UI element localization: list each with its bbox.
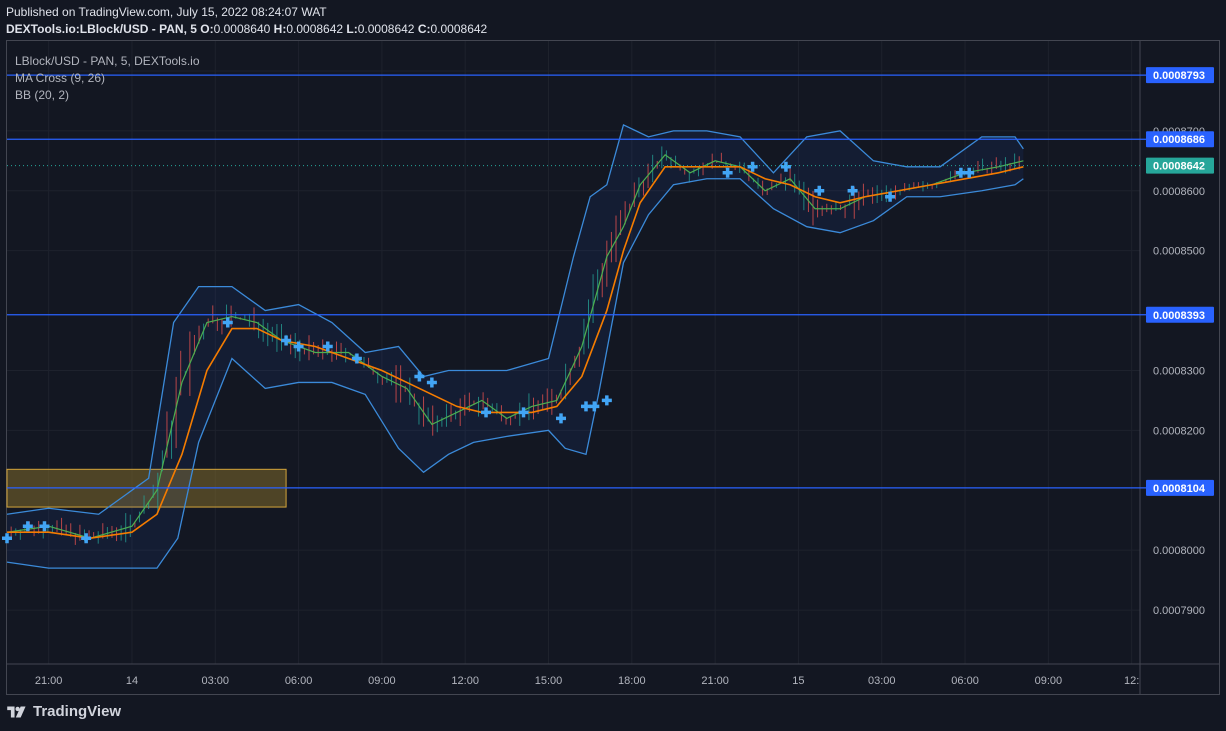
cross-marker-20 xyxy=(814,185,825,196)
price-chart[interactable]: 0.0007900 0.0008000 0.0008200 0.0008300 0.00… xyxy=(0,0,1226,700)
cross-marker-7 xyxy=(322,341,333,352)
chart-header: Published on TradingView.com, July 15, 2… xyxy=(0,0,1226,40)
cross-marker-22 xyxy=(885,191,896,202)
x-tick-label-4: 09:00 xyxy=(368,675,396,687)
x-tick-label-5: 12:00 xyxy=(451,675,479,687)
level-label-0: 0.0008793 xyxy=(1153,70,1205,82)
cross-marker-13 xyxy=(556,413,567,424)
chart-area[interactable] xyxy=(6,40,1220,695)
y-tick-label-2: 0.0008200 xyxy=(1153,425,1205,437)
cross-marker-4 xyxy=(222,317,233,328)
x-tick-label-1: 14 xyxy=(126,675,138,687)
last-price-label: 0.0008642 xyxy=(1153,161,1205,173)
cross-marker-8 xyxy=(351,353,362,364)
open-label: O: xyxy=(200,22,214,36)
cross-marker-11 xyxy=(481,407,492,418)
level-label-1: 0.0008686 xyxy=(1153,134,1205,146)
y-tick-label-3: 0.0008300 xyxy=(1153,365,1205,377)
close-label: C: xyxy=(417,22,431,36)
x-tick-label-2: 03:00 xyxy=(202,675,230,687)
cross-marker-16 xyxy=(601,395,612,406)
tradingview-logo-icon xyxy=(7,706,26,717)
low-label: L: xyxy=(346,22,358,36)
ohlc-readout: DEXTools.io:LBlock/USD - PAN, 5 O:0.0008… xyxy=(6,22,487,36)
legend-title[interactable]: LBlock/USD - PAN, 5, DEXTools.io xyxy=(15,54,200,68)
y-tick-label-4: 0.0008500 xyxy=(1153,246,1205,258)
close-value: 0.0008642 xyxy=(430,22,488,36)
level-label-bg-1 xyxy=(1146,131,1214,148)
cross-marker-2 xyxy=(39,521,50,532)
cross-marker-6 xyxy=(293,341,304,352)
cross-marker-24 xyxy=(964,167,975,178)
x-tick-label-13: 12: xyxy=(1124,675,1139,687)
indicator-legend: LBlock/USD - PAN, 5, DEXTools.io MA Cros… xyxy=(15,53,200,104)
x-tick-label-0: 21:00 xyxy=(35,675,63,687)
legend-ma-cross[interactable]: MA Cross (9, 26) xyxy=(15,71,106,85)
low-value: 0.0008642 xyxy=(357,22,415,36)
last-price-label-bg xyxy=(1146,157,1214,174)
high-value: 0.0008642 xyxy=(286,22,344,36)
brand-name: TradingView xyxy=(33,703,122,720)
y-tick-label-0: 0.0007900 xyxy=(1153,605,1205,617)
bollinger-band-fill xyxy=(7,124,1024,569)
x-tick-label-7: 18:00 xyxy=(618,675,646,687)
level-label-bg-0 xyxy=(1146,67,1214,84)
symbol-label: DEXTools.io:LBlock/USD - PAN, 5 xyxy=(6,22,197,36)
legend-bollinger[interactable]: BB (20, 2) xyxy=(15,88,70,102)
x-tick-label-6: 15:00 xyxy=(535,675,563,687)
high-label: H: xyxy=(273,22,287,36)
cross-marker-12 xyxy=(518,407,529,418)
cross-marker-10 xyxy=(426,377,437,388)
cross-marker-3 xyxy=(81,533,92,544)
cross-marker-1 xyxy=(22,521,33,532)
brand-footer: TradingView xyxy=(6,703,121,720)
cross-marker-18 xyxy=(747,161,758,172)
cross-marker-9 xyxy=(414,371,425,382)
level-label-3: 0.0008104 xyxy=(1153,483,1206,495)
y-tick-label-5: 0.0008600 xyxy=(1153,186,1205,198)
cross-marker-19 xyxy=(780,161,791,172)
cross-marker-0 xyxy=(2,533,12,544)
series-bb_lower xyxy=(6,178,1024,569)
cross-marker-5 xyxy=(281,335,292,346)
x-tick-label-8: 21:00 xyxy=(701,675,729,687)
published-info: Published on TradingView.com, July 15, 2… xyxy=(6,5,327,19)
series-bb_upper xyxy=(6,123,1024,515)
level-label-bg-2 xyxy=(1146,306,1214,323)
cross-marker-15 xyxy=(589,401,600,412)
x-tick-label-3: 06:00 xyxy=(285,675,313,687)
x-tick-label-12: 09:00 xyxy=(1035,675,1063,687)
level-label-bg-3 xyxy=(1146,479,1214,496)
cross-marker-21 xyxy=(847,185,858,196)
x-tick-label-10: 03:00 xyxy=(868,675,896,687)
series-ma_slow xyxy=(7,165,1024,540)
y-tick-label-1: 0.0008000 xyxy=(1153,545,1205,557)
open-value: 0.0008640 xyxy=(213,22,271,36)
x-tick-label-11: 06:00 xyxy=(951,675,979,687)
x-tick-label-9: 15 xyxy=(792,675,804,687)
series-ma_fast xyxy=(6,154,1024,539)
level-label-2: 0.0008393 xyxy=(1153,310,1205,322)
cross-marker-17 xyxy=(722,167,733,178)
